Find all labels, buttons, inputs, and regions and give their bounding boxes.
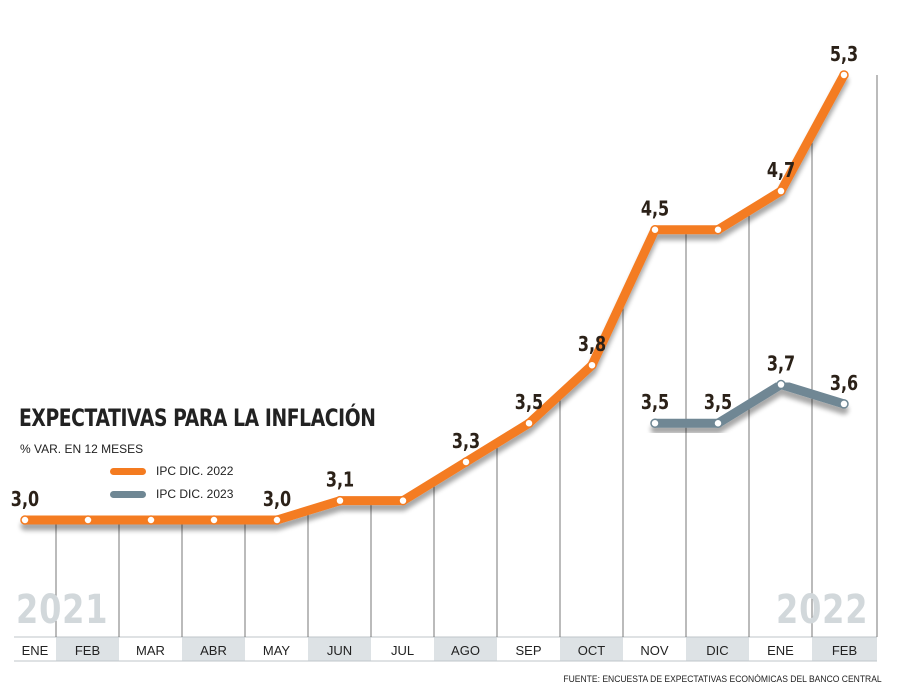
data-point [83, 515, 93, 525]
data-point [209, 515, 219, 525]
data-point [650, 418, 660, 428]
month-band [812, 637, 877, 661]
data-point [713, 225, 723, 235]
data-label: 3,8 [578, 334, 606, 357]
data-label: 3,5 [515, 392, 543, 415]
data-point [335, 495, 345, 506]
month-label: AGO [451, 643, 480, 658]
series-line-ipc-2023 [650, 380, 849, 428]
data-point [146, 515, 156, 525]
month-band [371, 637, 434, 661]
month-band [749, 637, 812, 661]
month-label: SEP [515, 643, 541, 658]
month-label: MAR [136, 643, 165, 658]
month-band [623, 637, 686, 661]
data-point [776, 186, 786, 196]
month-label: DIC [706, 643, 728, 658]
year-label-2022: 2022 [776, 587, 869, 633]
legend-swatch-ipc-2022 [110, 467, 146, 475]
data-point [272, 515, 282, 525]
data-label: 5,3 [830, 43, 858, 66]
year-label-2021: 2021 [16, 587, 109, 633]
legend-item-ipc-2022: IPC DIC. 2022 [110, 463, 233, 479]
source-note: FUENTE: ENCUESTA DE EXPECTATIVAS ECONÓMI… [563, 674, 882, 685]
data-label: 3,0 [11, 488, 39, 511]
data-point [524, 418, 534, 428]
data-label: 3,7 [767, 353, 795, 376]
series-line-ipc-2022 [20, 70, 849, 525]
data-label: 3,3 [452, 430, 480, 453]
month-band [308, 637, 371, 661]
data-point [587, 360, 597, 370]
month-band [497, 637, 560, 661]
data-point [398, 495, 408, 506]
month-label: ENE [767, 643, 794, 658]
month-band [560, 637, 623, 661]
month-label: JUN [327, 643, 352, 658]
month-label: ABR [200, 643, 227, 658]
data-label: 3,1 [326, 469, 354, 492]
month-label: ENE [22, 643, 49, 658]
month-label: MAY [263, 643, 291, 658]
data-point [20, 515, 30, 525]
month-band [182, 637, 245, 661]
month-band [245, 637, 308, 661]
data-label: 3,0 [263, 488, 291, 511]
month-label: OCT [578, 643, 606, 658]
legend-label-ipc-2022: IPC DIC. 2022 [156, 464, 234, 478]
data-point [839, 399, 849, 409]
chart-title: EXPECTATIVAS PARA LA INFLACIÓN [19, 404, 376, 432]
data-label: 3,5 [704, 392, 732, 415]
data-label: 4,5 [641, 198, 669, 221]
chart-subtitle: % VAR. EN 12 MESES [20, 442, 144, 456]
legend-item-ipc-2023: IPC DIC. 2023 [110, 486, 233, 502]
month-label: NOV [640, 643, 669, 658]
data-point [650, 225, 660, 235]
data-point [839, 70, 849, 80]
data-point [461, 457, 471, 467]
month-band [56, 637, 119, 661]
month-label: FEB [75, 643, 100, 658]
month-band [686, 637, 749, 661]
legend-label-ipc-2023: IPC DIC. 2023 [156, 487, 234, 501]
month-band [434, 637, 497, 661]
data-point [713, 418, 723, 428]
month-label: FEB [832, 643, 857, 658]
month-band [119, 637, 182, 661]
data-label: 3,5 [641, 392, 669, 415]
month-band [14, 637, 56, 661]
month-label: JUL [391, 643, 414, 658]
data-point [776, 379, 786, 390]
legend-swatch-ipc-2023 [110, 490, 146, 498]
data-label: 3,6 [830, 372, 858, 395]
data-label: 4,7 [767, 159, 795, 182]
